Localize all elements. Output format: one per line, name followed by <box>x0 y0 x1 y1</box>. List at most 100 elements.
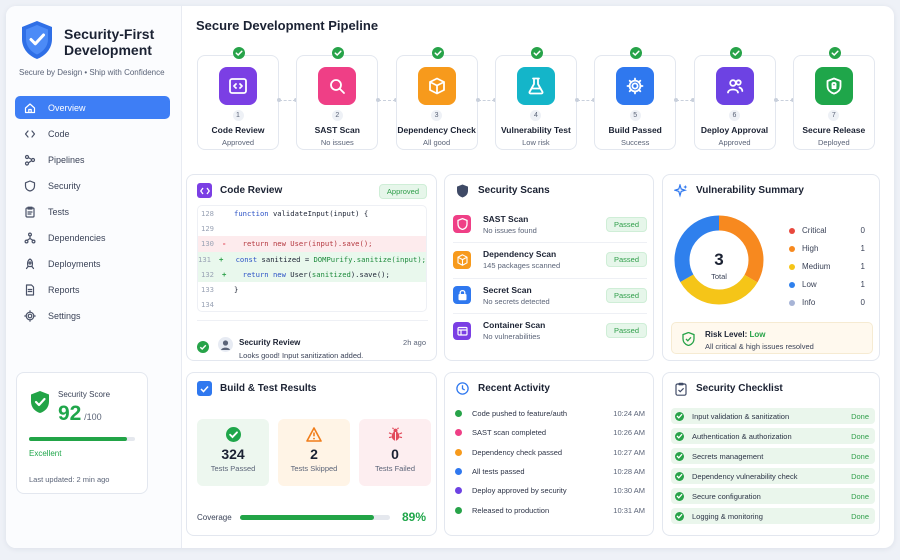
pipeline-connector <box>475 98 498 102</box>
sidebar-item-reports[interactable]: Reports <box>15 278 170 301</box>
step-name: Deploy Approval <box>700 125 769 135</box>
checklist-status: Done <box>851 451 869 461</box>
vulnerability-summary-card[interactable]: Vulnerability Summary 3 Total Critical 0… <box>662 174 880 361</box>
checklist-item[interactable]: Secure configuration Done <box>671 488 875 504</box>
score-updated: Last updated: 2 min ago <box>29 475 110 484</box>
check-circle-icon <box>630 47 643 62</box>
brand: Security-First Development <box>20 20 154 63</box>
sidebar-item-tests[interactable]: Tests <box>15 200 170 223</box>
step-number: 6 <box>729 110 740 121</box>
sidebar-item-deployments[interactable]: Deployments <box>15 252 170 275</box>
line-number: 128 <box>201 209 214 219</box>
pipeline-step-sast-scan[interactable]: 2 SAST Scan No issues <box>296 47 379 150</box>
scan-description: No vulnerabilities <box>483 332 541 341</box>
activity-time: 10:31 AM <box>613 505 645 515</box>
pipeline-step-dependency-check[interactable]: 3 Dependency Check All good <box>395 47 478 150</box>
scan-row[interactable]: SAST Scan No issues found Passed <box>453 208 647 240</box>
scan-row[interactable]: Dependency Scan 145 packages scanned Pas… <box>453 244 647 276</box>
check-circle-icon <box>233 47 245 62</box>
checklist-item[interactable]: Dependency vulnerability check Done <box>671 468 875 484</box>
code-line: 129 <box>198 221 426 236</box>
container-icon <box>453 321 471 340</box>
build-test-title: Build & Test Results <box>220 383 317 394</box>
checklist-item[interactable]: Secrets management Done <box>671 448 875 464</box>
stat-tests-failed[interactable]: 0 Tests Failed <box>359 419 431 486</box>
checklist-text: Authentication & authorization <box>692 431 792 441</box>
sidebar-item-overview[interactable]: Overview <box>15 96 170 119</box>
scan-row[interactable]: Container Scan No vulnerabilities Passed <box>453 315 647 347</box>
checklist-item[interactable]: Authentication & authorization Done <box>671 428 875 444</box>
pipeline-step-deploy-approval[interactable]: 6 Deploy Approval Approved <box>693 47 776 150</box>
page-title: Secure Development Pipeline <box>196 18 379 33</box>
brand-title-line1: Security-First <box>64 25 155 42</box>
vulnerability-summary-title: Vulnerability Summary <box>696 185 804 196</box>
pipeline-step-build-passed[interactable]: 5 Build Passed Success <box>594 47 677 150</box>
legend-dot <box>789 299 795 306</box>
code-line: 128 function validateInput(input) { <box>198 206 426 221</box>
stat-value: 2 <box>310 446 318 462</box>
security-score-card: Security Score 92 /100 Excellent Last up… <box>16 372 148 494</box>
search-icon <box>318 67 357 105</box>
legend-item-info: Info 0 <box>789 298 865 307</box>
sidebar-item-label: Reports <box>48 284 80 295</box>
security-scans-card[interactable]: Security Scans SAST Scan No issues found… <box>444 174 654 361</box>
vulnerability-donut-chart <box>674 215 764 305</box>
shield-icon <box>455 183 470 198</box>
activity-dot <box>455 487 462 495</box>
checklist-status: Done <box>851 491 869 501</box>
line-code: function validateInput(input) { <box>234 209 369 219</box>
step-name: Build Passed <box>608 125 662 135</box>
avatar <box>218 337 233 355</box>
build-test-card[interactable]: Build & Test Results 324 Tests Passed 2 … <box>186 372 437 536</box>
code-review-card[interactable]: Code Review Approved 128 function validat… <box>186 174 437 361</box>
sidebar-item-code[interactable]: Code <box>15 122 170 145</box>
stat-tests-skipped[interactable]: 2 Tests Skipped <box>278 419 350 486</box>
app-window: Security-First Development Secure by Des… <box>6 6 894 548</box>
sidebar-item-pipelines[interactable]: Pipelines <box>15 148 170 171</box>
sidebar-item-label: Dependencies <box>48 232 106 243</box>
stat-tests-passed[interactable]: 324 Tests Passed <box>197 419 269 486</box>
pipeline-step-code-review[interactable]: 1 Code Review Approved <box>197 47 279 150</box>
checklist-status: Done <box>851 431 869 441</box>
scan-name: Dependency Scan <box>483 249 557 259</box>
step-status: Low risk <box>522 138 550 147</box>
divider <box>453 242 647 243</box>
security-checklist-card[interactable]: Security Checklist Input validation & sa… <box>662 372 880 536</box>
checklist-item[interactable]: Input validation & sanitization Done <box>671 408 875 424</box>
recent-activity-card[interactable]: Recent Activity Code pushed to feature/a… <box>444 372 654 536</box>
legend-item-medium: Medium 1 <box>789 262 865 271</box>
line-number: 132 <box>201 269 214 279</box>
clipboard-check-icon <box>673 381 688 396</box>
scan-description: 145 packages scanned <box>483 261 561 270</box>
legend-item-high: High 1 <box>789 244 865 253</box>
recent-activity-title: Recent Activity <box>478 383 550 394</box>
code-icon <box>219 67 257 105</box>
sidebar-item-settings[interactable]: Settings <box>15 304 170 327</box>
activity-dot <box>455 467 462 475</box>
score-bar <box>29 437 135 441</box>
risk-level-note: All critical & high issues resolved <box>705 342 814 351</box>
activity-dot <box>455 410 462 417</box>
check-circle-icon <box>675 431 684 441</box>
sidebar-item-security[interactable]: Security <box>15 174 170 197</box>
scan-status-badge: Passed <box>605 216 647 232</box>
document-icon <box>24 283 36 296</box>
check-circle-icon <box>431 47 444 62</box>
legend-dot <box>789 263 795 270</box>
sidebar-item-label: Security <box>48 180 81 191</box>
legend-dot <box>789 227 795 234</box>
step-number: 4 <box>530 110 542 121</box>
scan-row[interactable]: Secret Scan No secrets detected Passed <box>453 279 647 311</box>
sidebar-item-dependencies[interactable]: Dependencies <box>15 226 170 249</box>
legend-count: 1 <box>860 280 865 289</box>
check-circle-icon <box>530 47 543 62</box>
step-status: No issues <box>320 138 354 147</box>
score-value: 92 <box>58 402 82 425</box>
pipeline-step-secure-release[interactable]: 7 Secure Release Deployed <box>792 47 875 150</box>
checklist-item[interactable]: Logging & monitoring Done <box>671 508 875 524</box>
check-circle-icon <box>675 471 684 481</box>
diff-marker: + <box>218 254 224 264</box>
pipeline-step-vulnerability-test[interactable]: 4 Vulnerability Test Low risk <box>494 47 577 150</box>
check-circle-icon <box>675 451 684 461</box>
activity-time: 10:27 AM <box>613 447 645 457</box>
